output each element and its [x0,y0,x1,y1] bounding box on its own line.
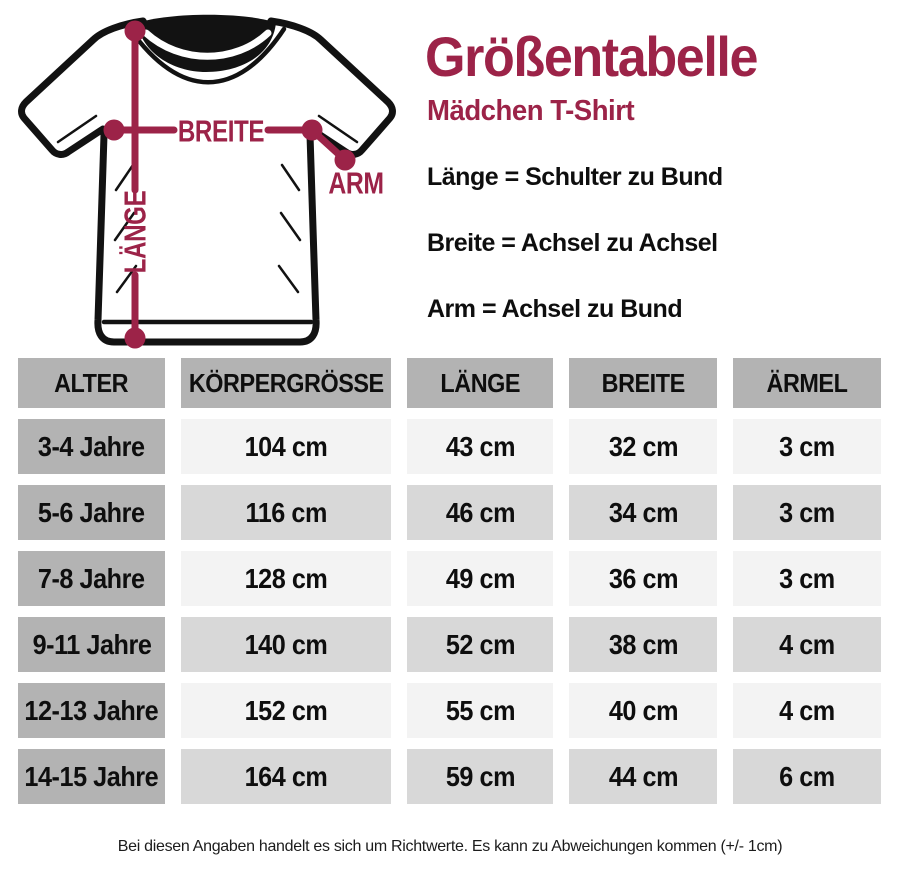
table-cell: 116 cm [181,485,391,540]
table-cell: 34 cm [569,485,717,540]
row-label: 9-11 Jahre [18,617,165,672]
tshirt-neck-seam [127,26,287,85]
tshirt-collar-ribbing [142,29,272,60]
table-cell: 3 cm [733,551,881,606]
table-cell: 32 cm [569,419,717,474]
definition-arm: Arm = Achsel zu Bund [427,295,683,323]
column-header-4: ÄRMEL [733,358,881,408]
column-header-3: BREITE [569,358,717,408]
row-label: 5-6 Jahre [18,485,165,540]
size-table: ALTER KÖRPERGRÖSSE LÄNGE BREITE ÄRMEL 3-4 Jah… [18,358,881,804]
row-label: 14-15 Jahre [18,749,165,804]
table-cell: 3 cm [733,419,881,474]
footer-note: Bei diesen Angaben handelt es sich um Ri… [117,838,783,855]
page-subtitle: Mädchen T-Shirt [427,95,635,127]
breite-label: BREITE [178,114,264,149]
tshirt-collar [137,14,276,72]
tshirt-diagram: BREITE ARM LÄNGE [0,0,420,360]
tshirt-outline [18,17,396,346]
table-cell: 55 cm [407,683,553,738]
table-cell: 128 cm [181,551,391,606]
table-cell: 49 cm [407,551,553,606]
arm-label: ARM [328,166,383,200]
table-cell: 164 cm [181,749,391,804]
table-cell: 3 cm [733,485,881,540]
definition-laenge: Länge = Schulter zu Bund [427,163,723,191]
table-cell: 43 cm [407,419,553,474]
column-header-2: LÄNGE [407,358,553,408]
table-cell: 152 cm [181,683,391,738]
measure-laenge-line [124,20,146,349]
table-cell: 40 cm [569,683,717,738]
measure-arm-line [308,126,356,171]
column-header-0: ALTER [18,358,165,408]
table-cell: 4 cm [733,683,881,738]
page-title: Größentabelle [425,25,758,88]
row-label: 3-4 Jahre [18,419,165,474]
table-cell: 6 cm [733,749,881,804]
table-cell: 59 cm [407,749,553,804]
table-cell: 36 cm [569,551,717,606]
table-cell: 104 cm [181,419,391,474]
definition-list: Länge = Schulter zu Bund Breite = Achsel… [427,163,723,324]
table-cell: 46 cm [407,485,553,540]
row-label: 7-8 Jahre [18,551,165,606]
table-cell: 52 cm [407,617,553,672]
column-header-1: KÖRPERGRÖSSE [181,358,391,408]
table-cell: 38 cm [569,617,717,672]
definition-breite: Breite = Achsel zu Achsel [427,229,718,257]
row-label: 12-13 Jahre [18,683,165,738]
tshirt-illustration-svg: BREITE ARM LÄNGE [18,14,396,349]
laenge-label: LÄNGE [118,191,153,274]
table-cell: 4 cm [733,617,881,672]
table-cell: 44 cm [569,749,717,804]
table-cell: 140 cm [181,617,391,672]
tshirt-crease-lines [56,114,359,294]
